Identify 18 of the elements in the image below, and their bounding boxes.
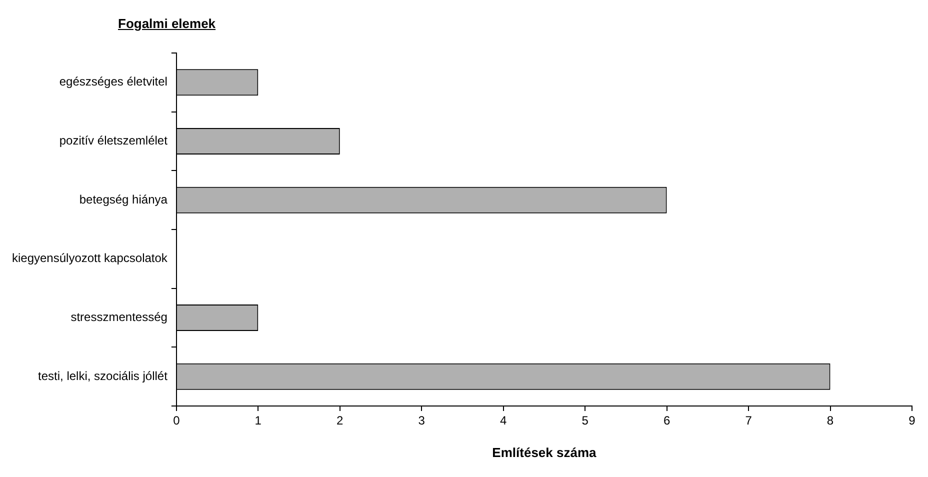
- y-tick-label: pozitív életszemlélet: [59, 134, 168, 148]
- x-tick-label: 3: [418, 414, 426, 428]
- x-tick-label: 0: [173, 414, 180, 428]
- x-tick-label: 5: [582, 414, 589, 428]
- x-tick-label: 2: [336, 414, 344, 428]
- x-tick-label: 7: [745, 414, 752, 428]
- y-axis-title: Fogalmi elemek: [118, 16, 216, 31]
- x-tick-label: 8: [826, 414, 834, 428]
- y-tick-label: egészséges életvitel: [59, 74, 168, 89]
- y-tick-label: testi, lelki, szociális jóllét: [38, 368, 168, 383]
- y-tick-label: kiegyensúlyozott kapcsolatok: [12, 251, 168, 266]
- x-tick-label: 9: [908, 414, 916, 428]
- x-axis-title: Említések száma: [492, 444, 598, 460]
- x-tick-label: 6: [663, 414, 670, 428]
- x-tick-label: 4: [500, 414, 507, 428]
- x-tick-label: 1: [254, 414, 262, 428]
- y-tick-label: stresszmentesség: [70, 310, 168, 324]
- y-tick-label: betegség hiánya: [79, 192, 168, 206]
